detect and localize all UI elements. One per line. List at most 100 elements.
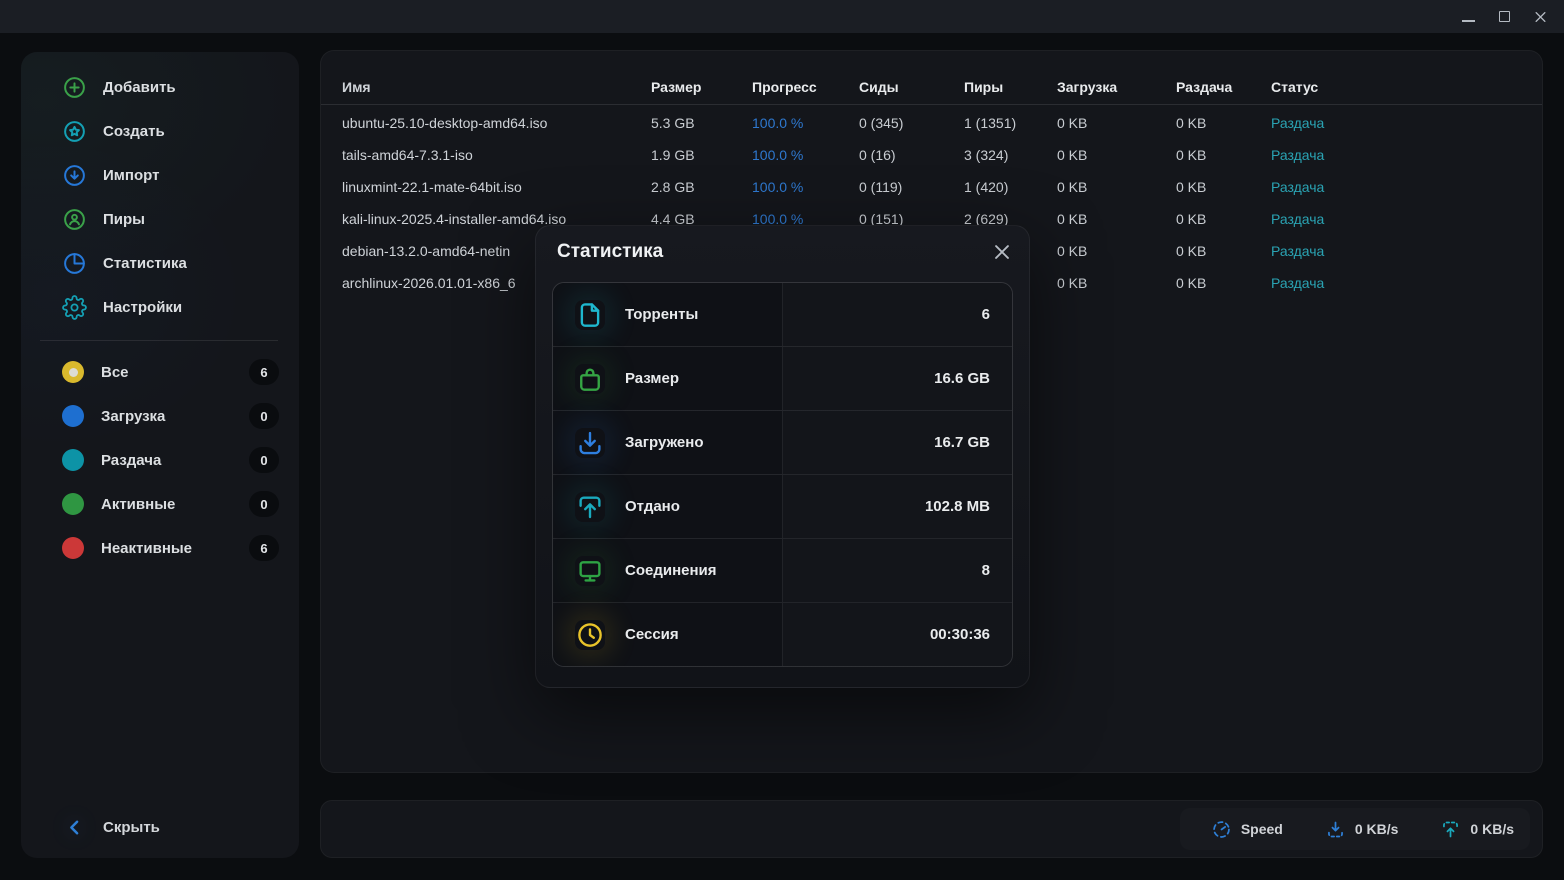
maximize-icon[interactable] <box>1497 9 1512 24</box>
column-header-download[interactable]: Загрузка <box>1057 78 1118 95</box>
column-header-size[interactable]: Размер <box>651 78 702 95</box>
torrent-size: 2.8 GB <box>651 179 695 195</box>
filter-dot-inactive <box>62 537 84 559</box>
table-row[interactable]: debian-13.2.0-amd64-netin 0 KB 0 KB Разд… <box>321 235 1542 267</box>
minimize-icon[interactable] <box>1461 9 1476 24</box>
sidebar-item-create[interactable]: Создать <box>21 109 299 153</box>
download-speed: 0 KB/s <box>1325 819 1399 840</box>
torrent-status: Раздача <box>1271 147 1325 163</box>
sidebar-item-label: Импорт <box>103 166 160 184</box>
download-icon <box>575 428 605 458</box>
filter-label: Все <box>101 363 129 381</box>
stat-row-downloaded: Загружено 16.7 GB <box>553 411 1012 475</box>
sidebar-item-label: Создать <box>103 122 165 140</box>
count-badge: 0 <box>249 447 279 473</box>
filter-label: Раздача <box>101 451 162 469</box>
sidebar-item-settings[interactable]: Настройки <box>21 285 299 329</box>
arrow-down-circle-icon <box>62 163 87 188</box>
sidebar-item-label: Статистика <box>103 254 187 272</box>
torrent-seeds: 0 (345) <box>859 115 904 131</box>
torrent-download: 0 KB <box>1057 275 1088 291</box>
upload-speed: 0 KB/s <box>1440 819 1514 840</box>
filter-item-inactive[interactable]: Неактивные 6 <box>21 526 299 570</box>
sidebar-item-statistics[interactable]: Статистика <box>21 241 299 285</box>
torrent-name: debian-13.2.0-amd64-netin <box>342 243 511 259</box>
hide-button-label: Скрыть <box>103 818 160 836</box>
torrent-upload: 0 KB <box>1176 243 1207 259</box>
stat-row-torrents: Торренты 6 <box>553 283 1012 347</box>
selected-dot <box>68 367 78 377</box>
torrent-status: Раздача <box>1271 275 1325 291</box>
speed-label: Speed <box>1240 821 1283 837</box>
statistics-modal: Статистика Торренты 6 Размер <box>535 225 1030 688</box>
column-header-name[interactable]: Имя <box>342 78 371 95</box>
table-row[interactable]: linuxmint-22.1-mate-64bit.iso 2.8 GB 100… <box>321 171 1542 203</box>
torrent-download: 0 KB <box>1057 179 1088 195</box>
torrent-name: linuxmint-22.1-mate-64bit.iso <box>342 179 522 195</box>
close-icon[interactable] <box>1533 9 1548 24</box>
filter-label: Загрузка <box>101 407 166 425</box>
torrent-seeds: 0 (119) <box>859 179 903 195</box>
speed-indicator: Speed <box>1211 819 1283 840</box>
sidebar-item-import[interactable]: Импорт <box>21 153 299 197</box>
sidebar-item-label: Пиры <box>103 210 145 228</box>
sidebar-item-label: Добавить <box>103 78 176 96</box>
stat-label: Соединения <box>625 562 717 579</box>
torrent-upload: 0 KB <box>1176 115 1207 131</box>
filter-dot-all <box>62 361 84 383</box>
table-row[interactable]: ubuntu-25.10-desktop-amd64.iso 5.3 GB 10… <box>321 107 1542 139</box>
count-badge: 0 <box>249 403 279 429</box>
person-circle-icon <box>62 207 87 232</box>
chevron-left-icon <box>62 815 87 840</box>
torrent-peers: 1 (420) <box>964 179 1009 195</box>
column-header-progress[interactable]: Прогресс <box>752 78 817 95</box>
torrent-status: Раздача <box>1271 115 1325 131</box>
sidebar: Добавить Создать Импорт Пиры Статистика … <box>21 52 299 858</box>
torrent-name: kali-linux-2025.4-installer-amd64.iso <box>342 211 567 227</box>
torrent-peers: 2 (629) <box>964 211 1009 227</box>
stat-row-session: Сессия 00:30:36 <box>553 603 1012 666</box>
table-row[interactable]: kali-linux-2025.4-installer-amd64.iso 4.… <box>321 203 1542 235</box>
file-icon <box>575 300 605 330</box>
torrent-status: Раздача <box>1271 179 1325 195</box>
gear-icon <box>62 294 87 320</box>
torrent-peers: 1 (1351) <box>964 115 1017 131</box>
column-header-peers[interactable]: Пиры <box>964 78 1004 95</box>
count-badge: 6 <box>249 359 279 385</box>
filter-label: Активные <box>101 495 176 513</box>
filter-item-downloading[interactable]: Загрузка 0 <box>21 394 299 438</box>
torrent-upload: 0 KB <box>1176 211 1207 227</box>
stat-label: Загружено <box>625 434 704 451</box>
upload-speed-value: 0 KB/s <box>1470 821 1514 837</box>
column-header-status[interactable]: Статус <box>1271 78 1319 95</box>
filter-item-all[interactable]: Все 6 <box>21 350 299 394</box>
upload-icon <box>575 492 605 522</box>
torrent-size: 5.3 GB <box>651 115 695 131</box>
torrent-progress: 100.0 % <box>752 115 804 131</box>
hide-sidebar-button[interactable]: Скрыть <box>21 805 299 849</box>
close-icon[interactable] <box>991 241 1013 263</box>
sidebar-item-add[interactable]: Добавить <box>21 65 299 109</box>
sidebar-item-label: Настройки <box>103 298 183 316</box>
table-row[interactable]: archlinux-2026.01.01-x86_6 0 KB 0 KB Раз… <box>321 267 1542 299</box>
torrent-size: 4.4 GB <box>651 211 695 227</box>
torrent-progress: 100.0 % <box>752 147 804 163</box>
filter-label: Неактивные <box>101 539 193 557</box>
stat-label: Отдано <box>625 498 680 515</box>
download-speed-value: 0 KB/s <box>1354 821 1399 837</box>
torrent-download: 0 KB <box>1057 243 1088 259</box>
column-header-seeds[interactable]: Сиды <box>859 78 899 95</box>
filter-item-seeding[interactable]: Раздача 0 <box>21 438 299 482</box>
stat-value: 102.8 MB <box>924 498 990 515</box>
torrent-status: Раздача <box>1271 243 1325 259</box>
filter-item-active[interactable]: Активные 0 <box>21 482 299 526</box>
torrent-name: tails-amd64-7.3.1-iso <box>342 147 473 163</box>
filter-dot-downloading <box>62 405 84 427</box>
torrent-upload: 0 KB <box>1176 275 1207 291</box>
column-header-upload[interactable]: Раздача <box>1176 78 1233 95</box>
torrent-download: 0 KB <box>1057 211 1088 227</box>
torrent-peers: 3 (324) <box>964 147 1009 163</box>
sidebar-item-peers[interactable]: Пиры <box>21 197 299 241</box>
table-row[interactable]: tails-amd64-7.3.1-iso 1.9 GB 100.0 % 0 (… <box>321 139 1542 171</box>
torrent-status: Раздача <box>1271 211 1325 227</box>
